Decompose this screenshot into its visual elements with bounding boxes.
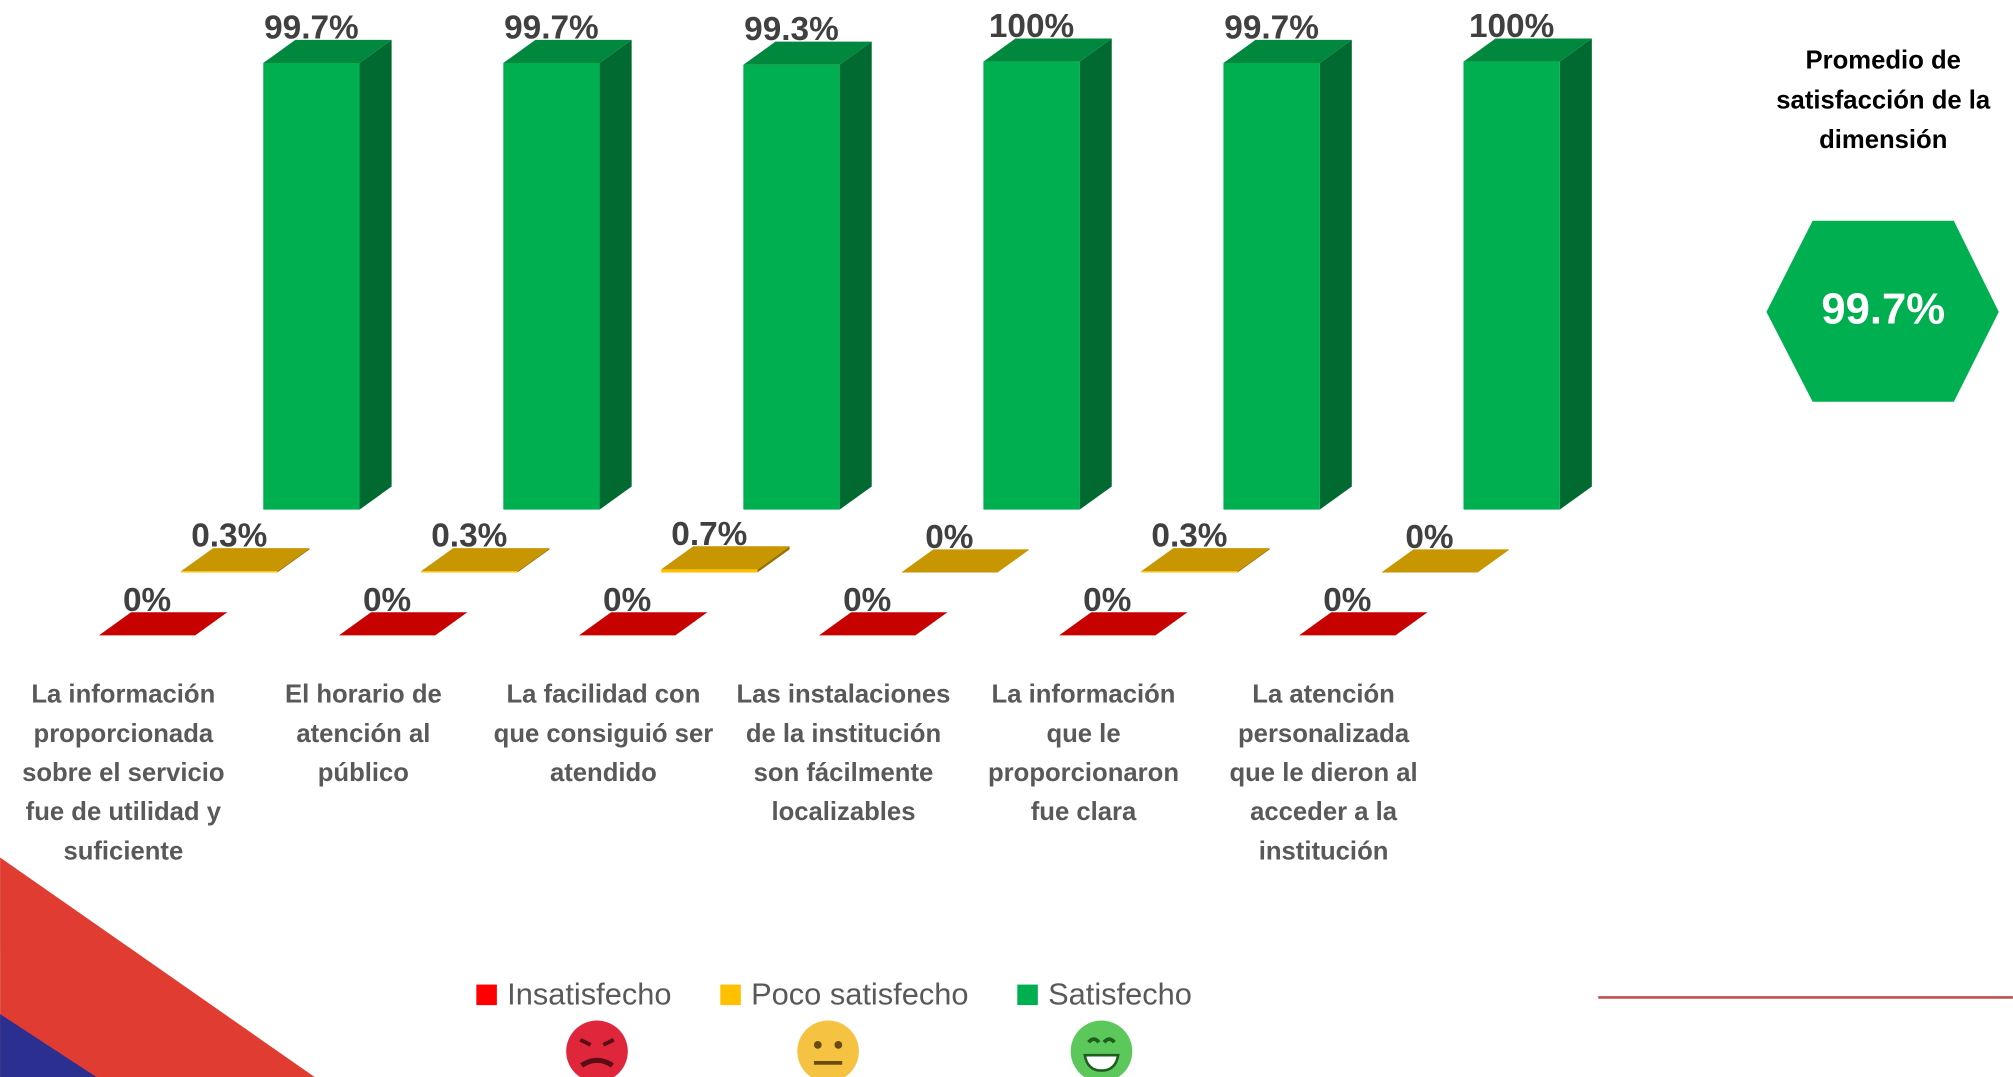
summary-badge	[1766, 220, 1999, 402]
bar	[819, 612, 948, 636]
legend-label: Poco satisfecho	[751, 976, 968, 1011]
x-tick-label: La atención personalizada que le dieron al…	[1229, 681, 1417, 866]
bar-front	[1141, 571, 1238, 573]
bar	[263, 39, 392, 510]
bar-top	[503, 39, 632, 63]
bar-side	[359, 39, 392, 510]
bar-top	[1463, 38, 1592, 62]
bar-side	[1559, 38, 1592, 510]
value-label: 0.3%	[1151, 518, 1227, 555]
bar-front	[1463, 61, 1560, 510]
bar-top	[181, 548, 310, 572]
value-label: 0%	[925, 519, 973, 556]
bar-front	[421, 571, 518, 573]
bar-top	[1223, 39, 1352, 63]
bar-top	[263, 39, 392, 63]
bar	[503, 39, 632, 510]
bar	[421, 548, 550, 573]
decoration	[0, 857, 315, 1077]
summary-title: Promedio de satisfacción de la dimensión	[1776, 46, 1991, 154]
summary-value: 99.7%	[1821, 284, 1945, 333]
x-tick-label: La facilidad con que consiguió ser atendid…	[494, 681, 714, 787]
bar-front	[263, 62, 360, 510]
legend-label: Satisfecho	[1048, 976, 1192, 1011]
value-label: 99.7%	[1224, 9, 1319, 46]
bar-side	[757, 546, 790, 573]
value-label: 0.3%	[191, 518, 267, 555]
bar-side	[517, 548, 550, 573]
bar	[181, 548, 310, 573]
value-label: 0%	[363, 582, 411, 619]
value-label: 0%	[843, 582, 891, 619]
bar	[1223, 39, 1352, 510]
bar-top	[338, 612, 468, 636]
bar-side	[1319, 39, 1352, 510]
bar	[901, 549, 1030, 573]
bar-top	[1381, 549, 1510, 573]
bar-top	[819, 612, 948, 636]
decoration	[0, 1014, 97, 1077]
bar	[661, 546, 790, 573]
bar	[338, 612, 468, 636]
bar	[743, 41, 872, 510]
value-label: 0.3%	[431, 518, 507, 555]
value-label: 0%	[123, 582, 171, 619]
legend-swatch	[476, 984, 497, 1006]
bar	[1059, 612, 1188, 636]
bar-front	[181, 571, 278, 573]
bar-side	[1079, 38, 1112, 510]
value-label: 100%	[989, 8, 1074, 45]
x-tick-label: La información que le proporcionaron fue cl…	[988, 681, 1179, 826]
value-label: 0%	[1405, 519, 1453, 556]
bar-top	[1059, 612, 1188, 636]
bar-top	[421, 548, 550, 572]
bar-front	[1223, 62, 1320, 510]
value-label: 0.7%	[671, 516, 747, 553]
value-label: 0%	[1083, 582, 1131, 619]
bar	[1381, 549, 1510, 573]
bar-top	[983, 38, 1112, 62]
value-label: 100%	[1469, 8, 1554, 45]
bar	[1299, 612, 1428, 636]
bar-top	[661, 546, 790, 570]
bar-front	[661, 569, 758, 573]
bar-side	[1237, 548, 1270, 573]
bar	[1463, 38, 1592, 510]
bar-top	[1141, 548, 1270, 572]
value-label: 99.3%	[744, 11, 839, 48]
bar-top	[1299, 612, 1428, 636]
bar-top	[901, 549, 1030, 573]
bar-top	[98, 612, 228, 636]
value-label: 99.7%	[504, 9, 599, 46]
value-label: 0%	[1323, 582, 1371, 619]
legend-swatch	[1017, 984, 1038, 1006]
bar	[1141, 548, 1270, 573]
value-label: 99.7%	[264, 9, 359, 46]
legend-label: Insatisfecho	[507, 976, 671, 1011]
bar-front	[983, 61, 1080, 510]
bar-front	[503, 62, 600, 510]
bar	[579, 612, 708, 636]
bar	[98, 612, 228, 636]
x-tick-label: La información proporcionada sobre el serv…	[22, 681, 225, 866]
bar	[983, 38, 1112, 510]
bar-front	[743, 64, 840, 510]
value-label: 0%	[603, 582, 651, 619]
bar-top	[743, 41, 872, 65]
x-tick-label: El horario de atención al público	[285, 681, 442, 787]
legend-icons	[566, 1020, 1133, 1077]
x-tick-label: Las instalaciones de la institución son fá…	[737, 681, 951, 826]
bar-side	[277, 548, 310, 573]
bar-side	[839, 41, 872, 510]
legend-swatch	[720, 984, 741, 1006]
bar-top	[579, 612, 708, 636]
bar-side	[599, 39, 632, 510]
